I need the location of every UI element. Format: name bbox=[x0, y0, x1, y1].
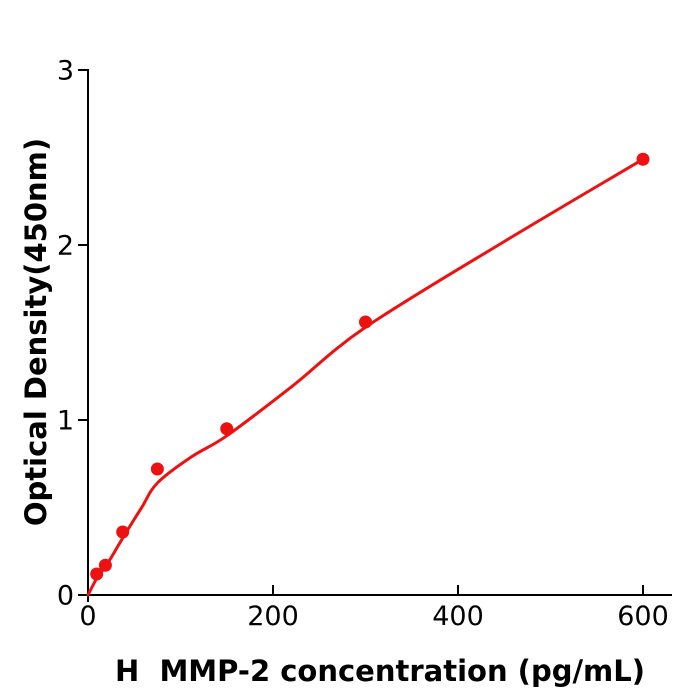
fit-curve bbox=[86, 157, 645, 597]
data-point bbox=[90, 567, 104, 581]
plot-area: 0 200 400 600 0 1 2 3 bbox=[57, 56, 672, 632]
y-tick-label: 0 bbox=[57, 581, 74, 612]
data-point bbox=[116, 525, 130, 539]
x-tick-label: 0 bbox=[79, 601, 96, 632]
x-tick-label: 600 bbox=[617, 601, 669, 632]
y-tick-label: 2 bbox=[57, 231, 74, 262]
y-axis-title: Optical Density(450nm) bbox=[19, 138, 53, 526]
data-point bbox=[636, 152, 650, 166]
x-axis-title: H MMP-2 concentration (pg/mL) bbox=[115, 654, 645, 688]
data-point bbox=[220, 422, 234, 436]
x-tick-label: 400 bbox=[432, 601, 484, 632]
data-point bbox=[359, 315, 372, 329]
y-tick-label: 3 bbox=[57, 56, 74, 87]
data-point bbox=[98, 558, 112, 572]
x-tick-label: 200 bbox=[247, 601, 299, 632]
data-point bbox=[150, 462, 164, 476]
y-tick-label: 1 bbox=[57, 406, 74, 437]
